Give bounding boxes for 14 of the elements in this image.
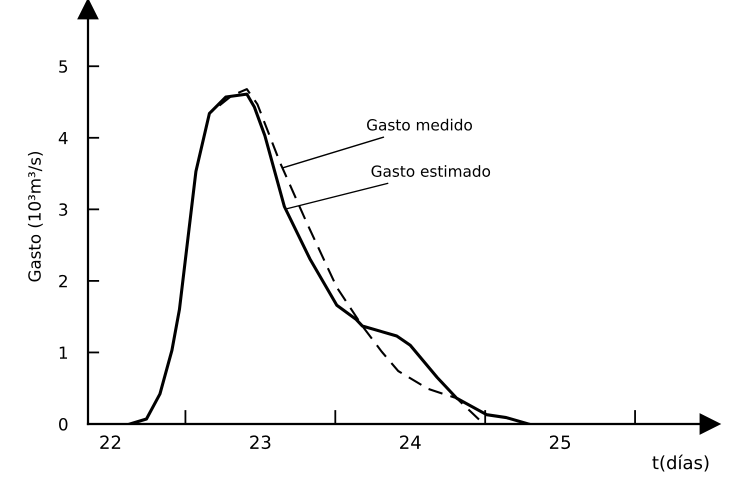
y-tick-label: 5 xyxy=(59,60,68,73)
y-tick-label: 3 xyxy=(59,203,68,216)
annotation: Gasto estimado xyxy=(372,165,490,177)
x-axis-title: t(días) xyxy=(652,454,708,472)
x-tick-label: 23 xyxy=(250,435,270,450)
x-tick-label: 25 xyxy=(550,435,570,450)
x-tick-label: 24 xyxy=(400,435,421,449)
x-tick-label: 22 xyxy=(100,435,120,449)
y-tick-label: 2 xyxy=(59,274,67,288)
y-tick-label: 0 xyxy=(59,418,68,431)
annotation: Gasto medido xyxy=(367,118,472,131)
y-axis-title: Gasto (10³m³/s) xyxy=(28,152,43,282)
y-tick-label: 4 xyxy=(58,132,68,144)
y-tick-label: 1 xyxy=(60,346,68,359)
